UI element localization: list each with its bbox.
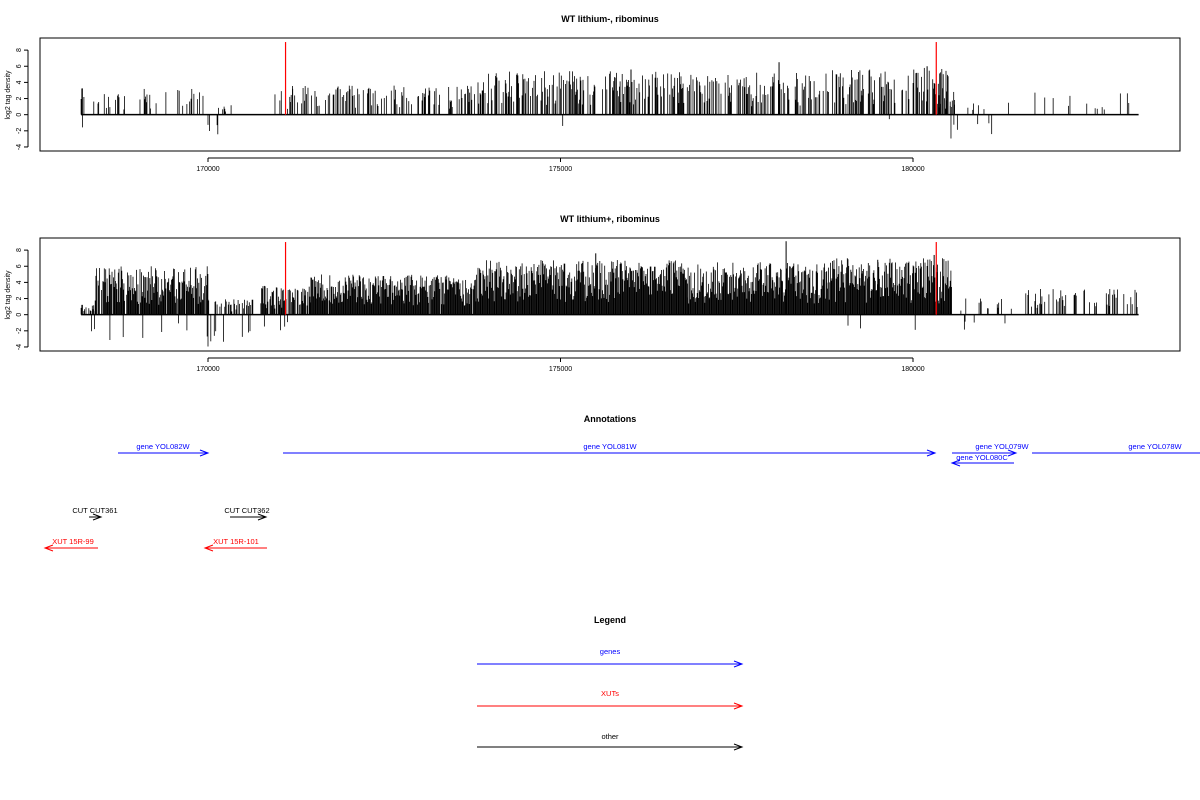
y-tick-label: 4 [16,80,23,84]
feature-annotation: XUT 15R-99 [43,537,98,552]
y-axis-label: log2 tag density [5,70,12,120]
bar-series [80,241,1139,347]
y-axis: -4 -2 0 2 4 6 8 [16,48,29,150]
panel-lithium-plus: WT lithium+, ribominus log2 tag density … [5,214,1181,373]
feature-label: XUT 15R-99 [52,537,94,546]
y-tick-label: 0 [16,313,23,317]
arrowhead-right [926,449,937,457]
y-tick-label: 2 [16,296,23,300]
x-tick-label: 175000 [549,366,572,373]
y-tick-label: -2 [16,328,23,334]
y-tick-label: 8 [16,48,23,52]
arrowhead-right [733,660,744,668]
arrowhead-right [257,513,268,521]
y-tick-label: -4 [16,344,23,350]
arrowhead-right [733,702,744,710]
x-tick-label: 180000 [901,366,924,373]
feature-label: gene YOL082W [136,442,190,451]
y-axis: -4 -2 0 2 4 6 8 [16,248,29,350]
x-tick-label: 180000 [901,166,924,173]
feature-annotation: gene YOL080C [950,453,1014,467]
annotations-track: Annotations gene YOL082W gene YOL081W gene… [43,414,1200,552]
arrowhead-right [1007,449,1018,457]
feature-annotation: gene YOL081W [283,442,937,457]
legend: Legend genes XUTs other [477,615,744,751]
y-tick-label: -4 [16,144,23,150]
legend-title: Legend [594,615,626,625]
arrowhead-left [203,544,214,552]
y-axis-label: log2 tag density [5,270,12,320]
x-tick-label: 170000 [196,166,219,173]
bar-series [80,42,1139,139]
legend-label: other [601,732,619,741]
x-axis: 170000 175000 180000 [196,157,925,173]
feature-annotation: gene YOL082W [118,442,210,457]
y-tick-label: 0 [16,113,23,117]
panel-title: WT lithium-, ribominus [561,14,659,24]
y-tick-label: 6 [16,64,23,68]
x-tick-label: 170000 [196,366,219,373]
feature-annotation: XUT 15R-101 [203,537,267,552]
arrowhead-right [92,513,103,521]
arrowhead-right [199,449,210,457]
y-tick-label: 2 [16,96,23,100]
feature-annotation: CUT CUT361 [72,506,118,521]
feature-annotation: gene YOL079W [952,442,1030,457]
legend-entry: XUTs [477,689,744,710]
y-tick-label: 8 [16,248,23,252]
legend-label: XUTs [601,689,619,698]
feature-label: gene YOL081W [583,442,637,451]
y-tick-label: -2 [16,128,23,134]
feature-label: CUT CUT361 [72,506,117,515]
legend-label: genes [600,647,621,656]
arrowhead-right [733,743,744,751]
arrowhead-left [43,544,54,552]
feature-label: gene YOL079W [975,442,1029,451]
feature-label: gene YOL080C [956,453,1008,462]
panel-lithium-minus: WT lithium-, ribominus log2 tag density … [5,14,1181,173]
plot-frame [39,37,1181,152]
feature-label: gene YOL078W [1128,442,1182,451]
legend-entry: other [477,732,744,751]
y-tick-label: 6 [16,264,23,268]
annotations-title: Annotations [584,414,637,424]
x-tick-label: 175000 [549,166,572,173]
feature-annotation: CUT CUT362 [224,506,270,521]
feature-label: XUT 15R-101 [213,537,259,546]
panel-title: WT lithium+, ribominus [560,214,660,224]
feature-label: CUT CUT362 [224,506,269,515]
y-tick-label: 4 [16,280,23,284]
x-axis: 170000 175000 180000 [196,357,925,373]
feature-annotation: gene YOL078W [1032,442,1200,454]
arrowhead-left [950,459,961,467]
legend-entry: genes [477,647,744,668]
plot-frame [39,237,1181,352]
